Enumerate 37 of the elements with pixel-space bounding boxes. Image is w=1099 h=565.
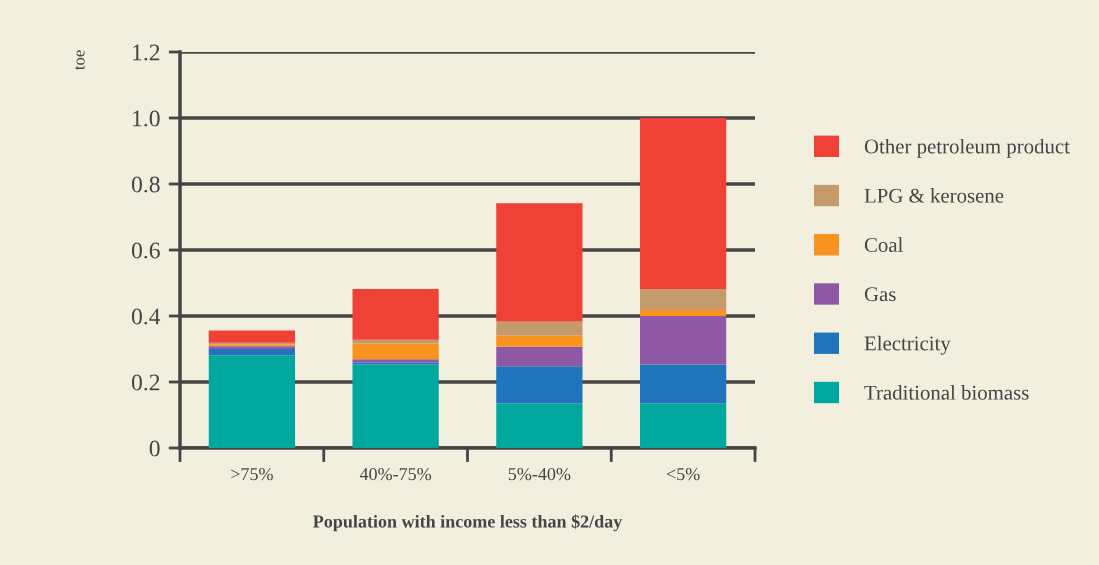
legend-label: Gas: [864, 287, 896, 302]
y-axis-title: toe: [75, 50, 85, 70]
legend-label: LPG & kerosene: [864, 188, 1004, 203]
x-tick-label: 40%-75%: [359, 467, 432, 481]
bar: [352, 343, 439, 360]
y-tick-label: 0.4: [131, 308, 161, 325]
legend-label: Electricity: [864, 335, 951, 355]
x-tick-label: 5%-40%: [508, 467, 571, 481]
bar: [496, 366, 583, 404]
bar: [640, 403, 727, 448]
bar: [496, 203, 583, 322]
bar: [208, 355, 295, 448]
legend-label: Coal: [864, 237, 903, 252]
legend-label: Other petroleum product: [864, 138, 1070, 158]
y-tick-label: 1.0: [133, 110, 160, 127]
bar: [496, 403, 583, 448]
bar: [208, 349, 295, 356]
bar: [352, 364, 439, 448]
bar: [496, 346, 583, 367]
y-tick-label: 1.2: [133, 44, 160, 61]
bar: [640, 310, 727, 316]
bar: [496, 321, 583, 336]
legend-label: Traditional biomass: [864, 385, 1029, 400]
x-axis-title: Population with income less than $2/day: [313, 514, 623, 532]
bar: [640, 316, 727, 365]
bar: [208, 330, 295, 343]
y-tick-label: 0: [149, 440, 160, 457]
y-tick-label: 0.6: [131, 242, 160, 259]
bar: [640, 364, 727, 404]
bar: [352, 288, 439, 340]
y-tick-label: 0.8: [131, 176, 160, 193]
bar: [496, 335, 583, 347]
bar: [640, 118, 727, 289]
y-tick-label: 0.2: [131, 374, 160, 391]
x-tick-label: <5%: [666, 467, 700, 481]
bar: [640, 288, 727, 311]
x-tick-label: >75%: [231, 467, 273, 481]
